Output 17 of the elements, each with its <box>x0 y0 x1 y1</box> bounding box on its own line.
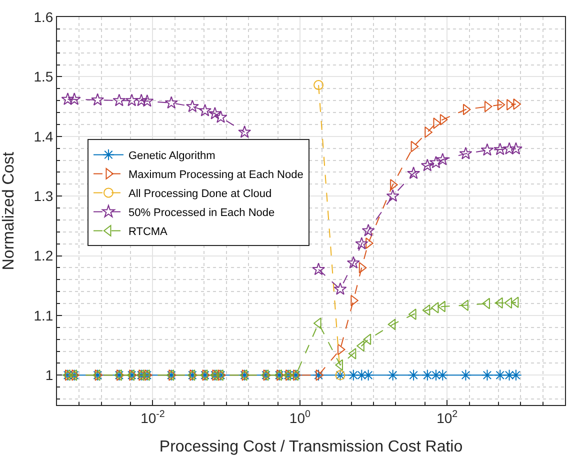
y-tick-label: 1 <box>45 367 54 384</box>
x-tick-label: 10$^{0}$ <box>289 408 311 426</box>
y-tick-label: 1.3 <box>34 188 54 204</box>
legend-label: Maximum Processing at Each Node <box>128 169 304 182</box>
x-axis-title: Processing Cost / Transmission Cost Ratio <box>159 438 463 456</box>
y-tick-label: 1.1 <box>34 307 54 324</box>
x-tick-label: 10$^{-2}$ <box>140 408 165 426</box>
legend-label: RTCMA <box>128 226 168 238</box>
y-tick-label: 1.2 <box>34 248 54 264</box>
y-tick-label: 1.4 <box>34 128 54 144</box>
y-axis-title: Normalized Cost <box>0 151 18 270</box>
y-tick-label: 1.5 <box>34 68 54 85</box>
legend-label: All Processing Done at Cloud <box>128 188 272 200</box>
legend-label: 50% Processed in Each Node <box>128 207 275 220</box>
legend-label: Genetic Algorithm <box>128 150 216 162</box>
y-tick-label: 1.6 <box>34 8 54 25</box>
x-tick-label: 10$^{2}$ <box>436 408 458 426</box>
